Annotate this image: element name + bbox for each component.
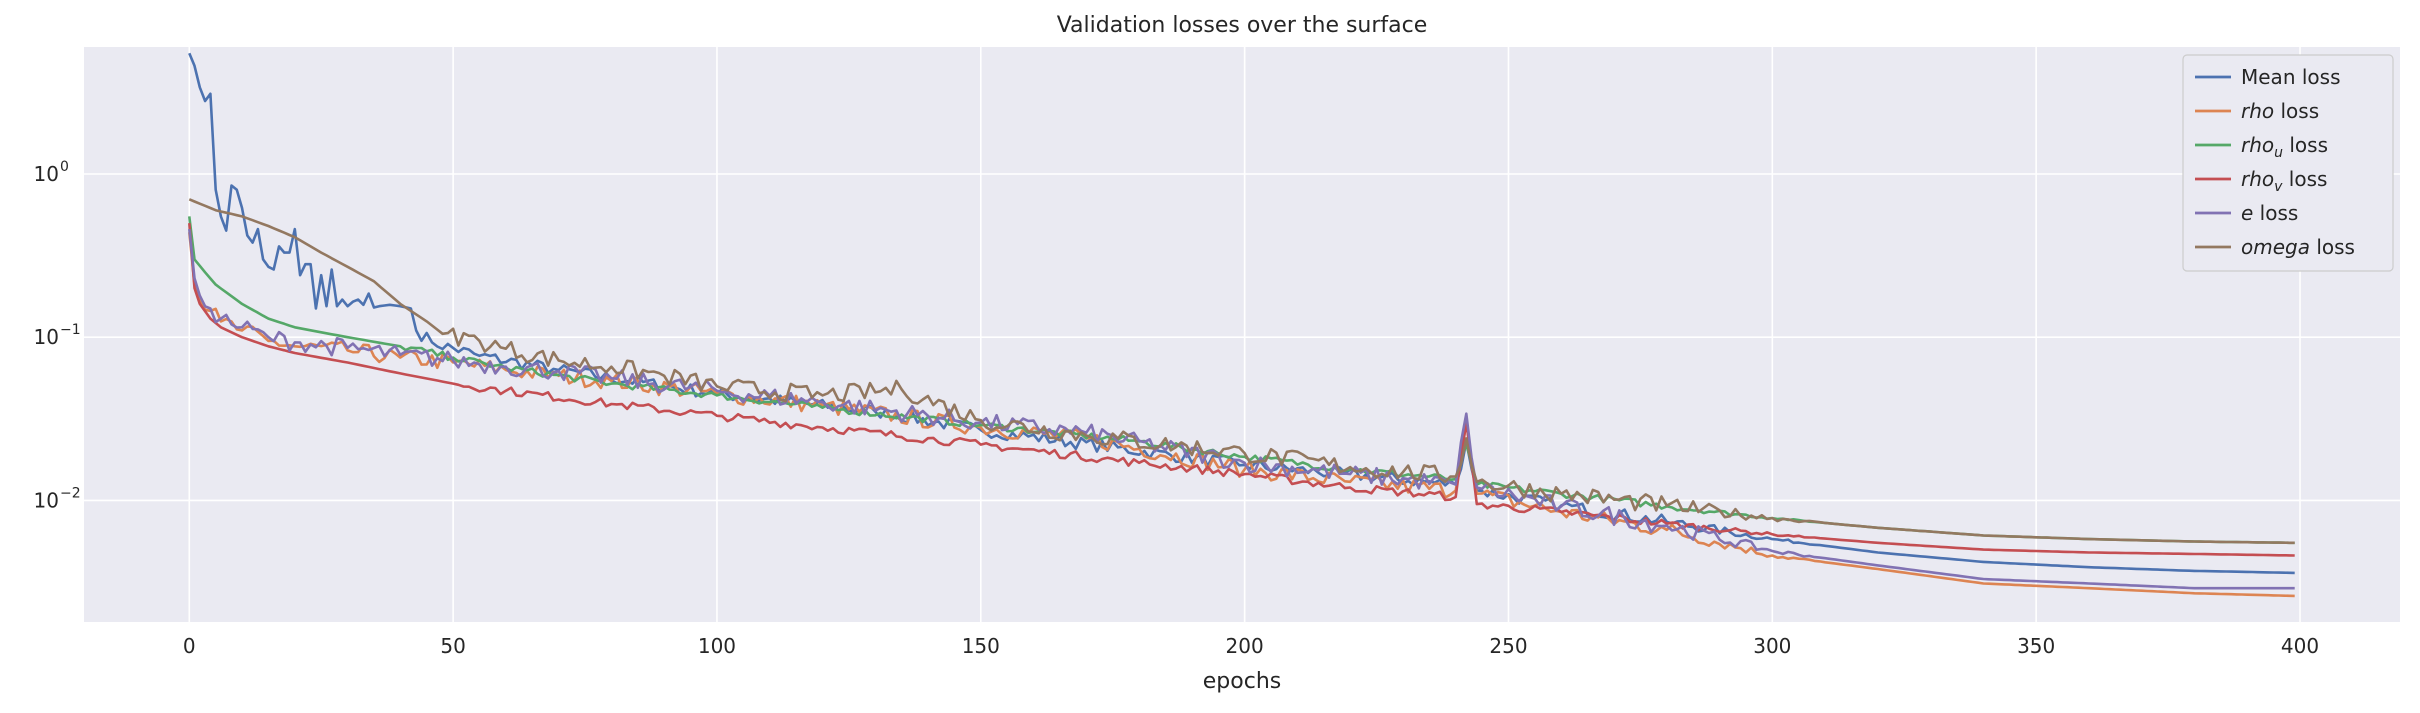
legend-label-part: loss bbox=[2253, 201, 2298, 225]
y-tick-label: 10 bbox=[34, 488, 59, 512]
x-axis-label: epochs bbox=[1203, 669, 1281, 694]
legend-label-part: rho bbox=[2241, 167, 2274, 191]
series-line-3 bbox=[188, 222, 2295, 557]
legend-label-part: loss bbox=[2274, 99, 2319, 123]
y-tick-label: 10 bbox=[34, 325, 59, 349]
y-tick-base: 10 bbox=[34, 325, 59, 349]
y-tick-base: 10 bbox=[34, 488, 59, 512]
legend-label-part: loss bbox=[2283, 133, 2328, 157]
legend-label: Mean loss bbox=[2241, 65, 2341, 89]
legend-label-part: Mean bbox=[2241, 65, 2296, 89]
legend-label: omega loss bbox=[2241, 235, 2355, 259]
x-tick-label: 150 bbox=[962, 634, 1000, 658]
legend-label-part: loss bbox=[2310, 235, 2355, 259]
x-axis-ticks: 0 50 100 150 200 250 300 350 400 bbox=[183, 634, 2319, 658]
legend-box bbox=[2182, 54, 2394, 272]
chart-title: Validation losses over the surface bbox=[1057, 13, 1428, 38]
legend-label: rhou loss bbox=[2241, 133, 2328, 161]
y-tick-exponent: −2 bbox=[60, 485, 81, 501]
legend-label-part: rho bbox=[2241, 133, 2274, 157]
x-tick-label: 350 bbox=[2017, 634, 2055, 658]
legend-label-part: v bbox=[2274, 179, 2283, 195]
x-tick-label: 50 bbox=[440, 634, 465, 658]
series-line-5 bbox=[188, 198, 2295, 545]
series-line-0 bbox=[188, 52, 2295, 575]
x-tick-label: 100 bbox=[698, 634, 736, 658]
x-tick-label: 200 bbox=[1226, 634, 1264, 658]
legend-label-part: omega bbox=[2241, 235, 2310, 259]
legend-label: rhov loss bbox=[2241, 167, 2327, 195]
x-tick-label: 300 bbox=[1753, 634, 1791, 658]
legend-label-part: rho bbox=[2241, 99, 2274, 123]
series-line-4 bbox=[188, 228, 2295, 590]
x-tick-label: 400 bbox=[2281, 634, 2319, 658]
plot-area bbox=[84, 47, 2400, 622]
y-tick-base: 10 bbox=[34, 162, 59, 186]
legend-label-part: loss bbox=[2296, 65, 2341, 89]
y-tick-label: 10 bbox=[34, 162, 59, 186]
y-tick-exponent: −1 bbox=[60, 322, 81, 338]
legend-label-part: loss bbox=[2282, 167, 2327, 191]
series-lines bbox=[188, 52, 2295, 598]
legend-label-part: u bbox=[2274, 145, 2283, 161]
legend-label: e loss bbox=[2241, 201, 2298, 225]
legend-label-part: e bbox=[2241, 201, 2253, 225]
x-tick-label: 250 bbox=[1489, 634, 1527, 658]
y-tick-exponent: 0 bbox=[60, 159, 69, 175]
x-tick-label: 0 bbox=[183, 634, 196, 658]
legend-label: rho loss bbox=[2241, 99, 2319, 123]
